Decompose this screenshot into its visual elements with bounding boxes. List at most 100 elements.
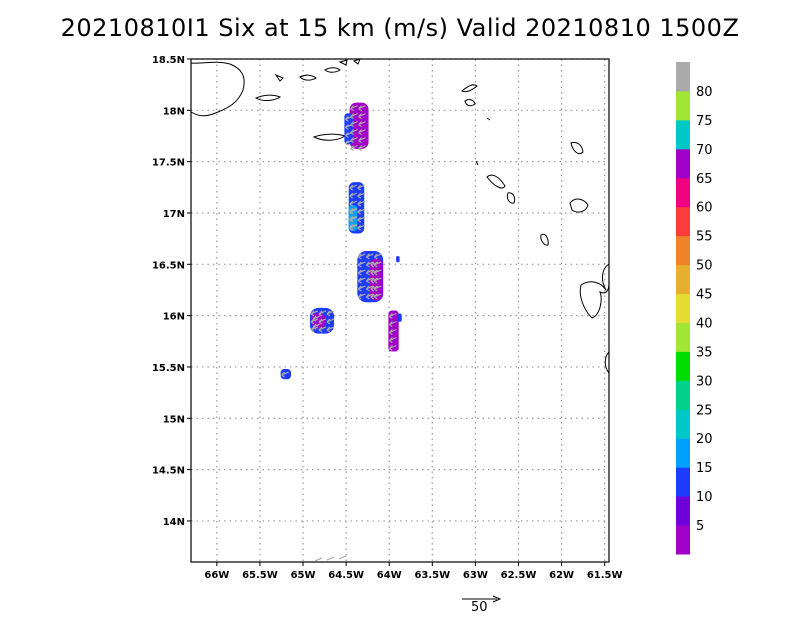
wind-vector: [349, 192, 357, 199]
wind-vector: [344, 139, 353, 146]
wind-vector: [388, 328, 397, 335]
wind-vector: [370, 285, 379, 292]
coastline-saba: [475, 160, 479, 166]
wind-vector: [388, 344, 397, 351]
colorbar-swatch: [676, 467, 690, 497]
lon-tick-label: 62W: [549, 570, 574, 581]
wind-vector: [357, 192, 365, 199]
coastline-dominica: [604, 351, 610, 374]
coastline-tortola: [338, 59, 348, 66]
lon-tick-label: 63W: [463, 570, 488, 581]
colorbar-label: 65: [696, 172, 713, 187]
wind-vector: [344, 115, 353, 122]
lat-tick-label: 14.5N: [152, 466, 185, 477]
wind-vector: [373, 253, 382, 260]
wind-vector: [338, 555, 347, 560]
wind-vector: [318, 326, 327, 333]
colorbar-swatch: [676, 438, 690, 468]
wind-vector: [365, 277, 374, 284]
plot-area: [190, 58, 610, 563]
wind-vector: [365, 253, 374, 260]
wind-vector: [326, 318, 335, 325]
wind-vector: [357, 261, 366, 268]
colorbar-swatch: [676, 90, 690, 121]
lon-tick-label: 61.5W: [587, 570, 623, 581]
wind-speed-cell: [396, 256, 400, 263]
wind-vector: [388, 312, 397, 319]
coastline-st-john: [324, 67, 341, 73]
colorbar: [676, 62, 690, 555]
wind-vector: [344, 123, 353, 130]
wind-vector: [370, 269, 379, 276]
colorbar-label: 40: [696, 316, 713, 331]
coastline-antigua: [569, 198, 589, 213]
colorbar-label: 25: [696, 403, 713, 418]
wind-vector: [358, 121, 366, 128]
colorbar-swatch: [676, 496, 690, 526]
coastline-anguilla: [461, 84, 478, 93]
coastline-montserrat: [540, 233, 549, 246]
wind-vectors: [281, 105, 397, 562]
lat-tick-label: 16.5N: [152, 260, 185, 271]
wind-vector: [349, 207, 357, 214]
coastline-nevis: [506, 192, 516, 204]
colorbar-swatch: [676, 525, 690, 555]
colorbar-swatch: [676, 409, 690, 439]
lon-tick-label: 65W: [291, 570, 316, 581]
wind-vector: [365, 285, 374, 292]
wind-vector: [357, 269, 366, 276]
coastline-st-martin: [464, 99, 476, 107]
wind-vector: [357, 224, 365, 231]
colorbar-label: 20: [696, 432, 713, 447]
lon-tick-label: 64.5W: [328, 570, 364, 581]
wind-vector: [350, 145, 358, 152]
lat-tick-label: 15.5N: [152, 363, 185, 374]
wind-vector: [326, 310, 335, 317]
colorbar-labels: 5 10 15 20 25 30 35 40 45 50 55 60 65 70 75 80: [696, 85, 713, 534]
coastline-st-thomas: [299, 74, 317, 81]
colorbar-swatch: [676, 264, 690, 295]
wind-vector: [357, 293, 366, 300]
colorbar-label: 5: [696, 519, 704, 534]
wind-vector: [365, 269, 374, 276]
colorbar-swatch: [676, 62, 690, 92]
lat-tick-label: 18.5N: [152, 55, 185, 66]
lon-tick-label: 66W: [204, 570, 229, 581]
wind-vector: [318, 310, 327, 317]
coastline-puerto-rico: [190, 61, 245, 117]
wind-vector: [370, 277, 379, 284]
colorbar-label: 50: [696, 259, 713, 274]
wind-vector: [358, 129, 366, 136]
wind-vector: [314, 557, 323, 562]
colorbar-swatch: [676, 293, 690, 323]
wind-vector: [349, 184, 357, 191]
lon-tick-label: 65.5W: [242, 570, 278, 581]
lon-tick-label: 64W: [377, 570, 402, 581]
lat-tick-label: 17.5N: [152, 158, 185, 169]
colorbar-swatch: [676, 177, 690, 208]
coastline-st-barts: [486, 117, 491, 121]
lon-tick-label: 63.5W: [414, 570, 450, 581]
scale-arrow-label: 50: [471, 600, 488, 615]
wind-vector: [349, 215, 357, 222]
lat-tick-label: 16N: [163, 312, 185, 323]
wind-vector: [358, 113, 366, 120]
colorbar-label: 45: [696, 288, 713, 303]
colorbar-label: 75: [696, 114, 713, 129]
wind-vector: [310, 310, 319, 317]
colorbar-swatch: [676, 148, 690, 179]
colorbar-swatch: [676, 235, 690, 266]
wind-vector: [318, 318, 327, 325]
wind-vector: [349, 200, 357, 207]
wind-vector: [357, 200, 365, 207]
colorbar-swatch: [676, 322, 690, 352]
colorbar-label: 30: [696, 374, 713, 389]
lat-tick-label: 14N: [163, 517, 185, 528]
colorbar-label: 10: [696, 490, 713, 505]
wind-vector: [312, 323, 321, 330]
colorbar-swatch: [676, 351, 690, 381]
wind-vector: [357, 208, 365, 215]
coastline-culebra: [274, 73, 284, 82]
coastline-vieques: [254, 94, 282, 101]
wind-vector: [358, 105, 366, 112]
